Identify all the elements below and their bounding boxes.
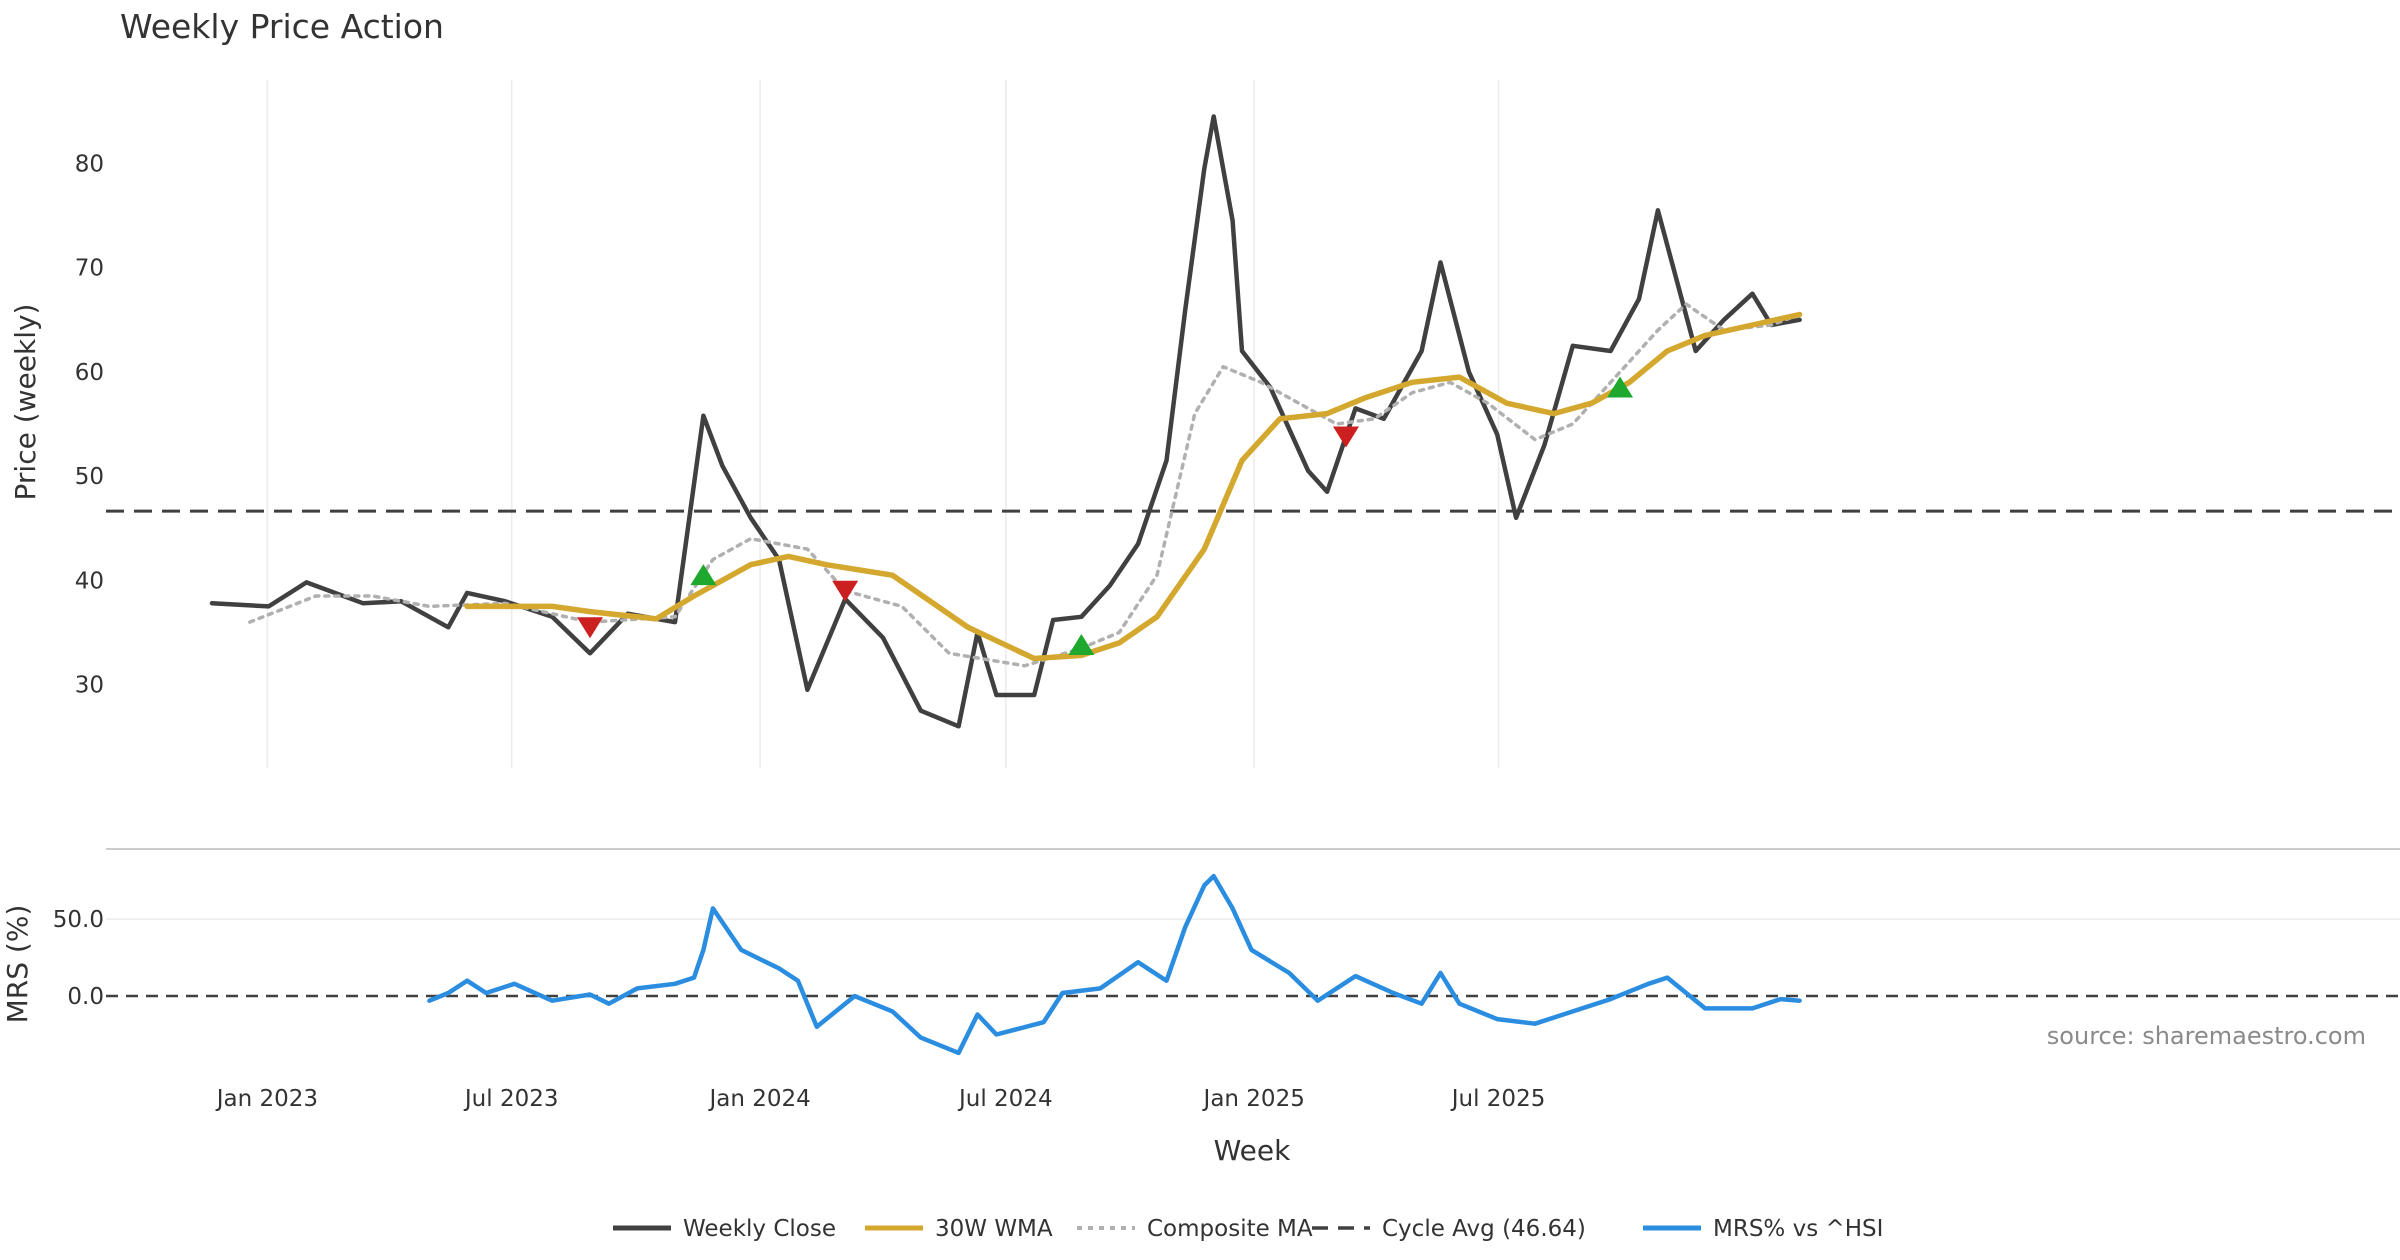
price-grid	[266, 80, 1500, 768]
wma-30w-line	[464, 311, 1803, 662]
buy-signal-marker	[1068, 633, 1095, 655]
x-tick-label: Jan 2025	[1202, 1086, 1305, 1112]
price-y-axis-label: Price (weekly)	[9, 304, 42, 501]
weekly-close-line	[209, 114, 1802, 729]
x-tick-label: Jul 2025	[1450, 1086, 1546, 1112]
mrs-y-tick-label: 0.0	[67, 984, 104, 1010]
buy-signal-marker	[690, 564, 717, 586]
signal-markers	[577, 376, 1634, 655]
legend-label: MRS% vs ^HSI	[1713, 1216, 1883, 1242]
source-annotation: source: sharemaestro.com	[2047, 1022, 2366, 1050]
x-tick-label: Jul 2024	[957, 1086, 1053, 1112]
mrs-panel: 50.0 0.0 MRS (%) source: sharemaestro.com	[1, 873, 2400, 1056]
price-y-tick-label: 60	[75, 360, 104, 386]
mrs-y-axis-label: MRS (%)	[1, 905, 34, 1024]
price-y-tick-label: 80	[75, 151, 104, 177]
legend-label: 30W WMA	[935, 1216, 1053, 1242]
price-y-tick-label: 30	[75, 673, 104, 699]
mrs-line	[427, 873, 1802, 1056]
price-series	[209, 114, 1803, 729]
legend-label: Composite MA	[1147, 1216, 1313, 1242]
price-y-axis-ticks: 30 40 50 60 70 80	[75, 151, 104, 698]
sell-signal-marker	[832, 580, 859, 602]
legend-label: Weekly Close	[683, 1216, 836, 1242]
price-panel: 30 40 50 60 70 80 Price (weekly)	[9, 80, 2400, 768]
sell-signal-marker	[577, 617, 603, 639]
price-y-tick-label: 70	[75, 256, 104, 282]
mrs-series	[427, 873, 1802, 1056]
chart-title: Weekly Price Action	[120, 7, 444, 46]
x-tick-label: Jan 2023	[215, 1086, 318, 1112]
legend-label: Cycle Avg (46.64)	[1382, 1216, 1586, 1242]
price-y-tick-label: 40	[75, 568, 104, 594]
x-tick-label: Jan 2024	[707, 1086, 810, 1112]
x-tick-label: Jul 2023	[463, 1086, 559, 1112]
price-y-tick-label: 50	[75, 464, 104, 490]
mrs-y-tick-label: 50.0	[53, 907, 104, 933]
x-axis-label: Week	[1214, 1134, 1291, 1167]
buy-signal-marker	[1607, 376, 1634, 398]
x-axis-ticks: Jan 2023 Jul 2023 Jan 2024 Jul 2024 Jan 2025…	[215, 1086, 1546, 1112]
sell-signal-marker	[1333, 426, 1359, 448]
legend: Weekly Close 30W WMA Composite MA Cycle Avg…	[613, 1216, 1883, 1242]
mrs-y-axis-ticks: 50.0 0.0	[53, 907, 104, 1010]
